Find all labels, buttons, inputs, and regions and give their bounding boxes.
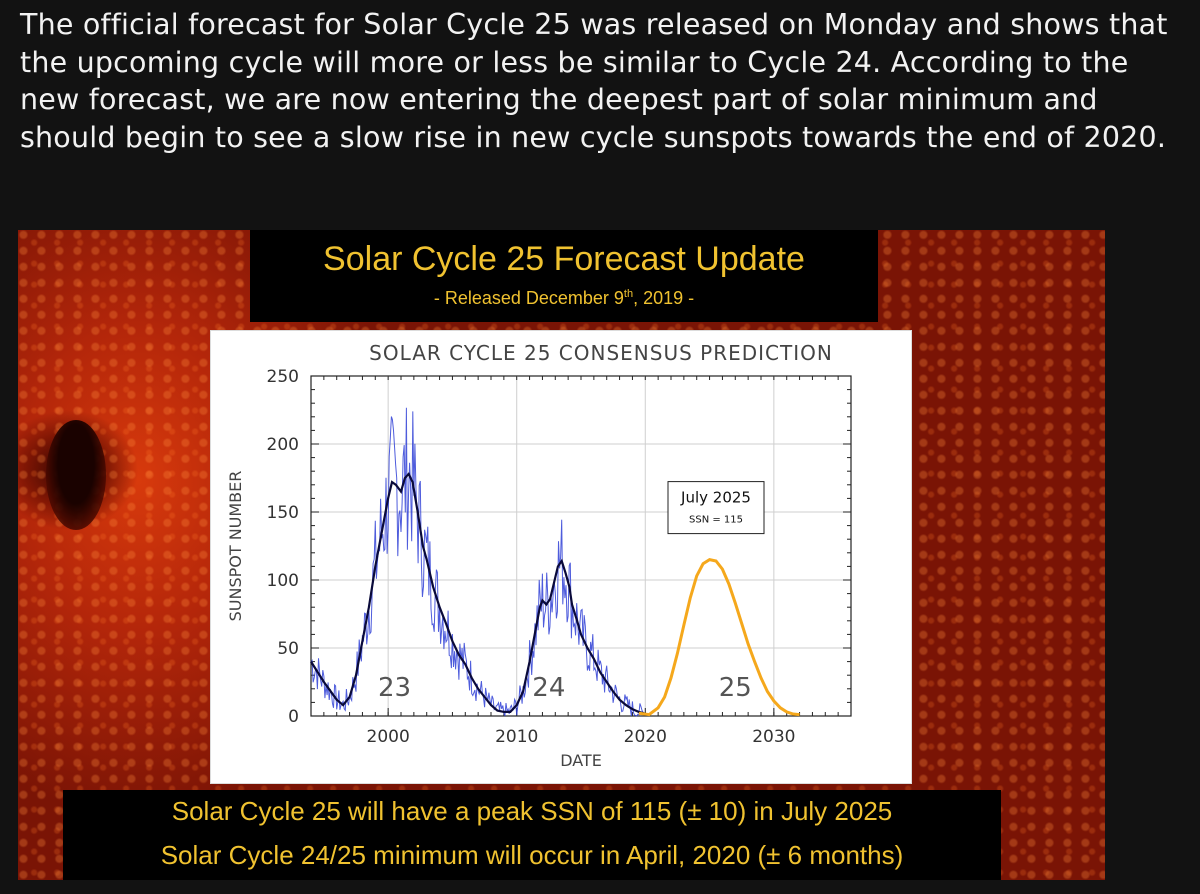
y-tick-label: 100: [267, 571, 299, 591]
chart-title: SOLAR CYCLE 25 CONSENSUS PREDICTION: [369, 341, 833, 365]
cycle25-prediction-line: [638, 558, 800, 717]
smoothed-ssn-line: [310, 471, 645, 715]
plot-frame: [310, 375, 852, 717]
sunspot-image: [46, 420, 106, 530]
footer-banner: Solar Cycle 25 will have a peak SSN of 1…: [63, 790, 1001, 880]
x-tick-label: 2030: [752, 727, 795, 747]
observed-ssn-line: [310, 407, 644, 717]
cycle-label: 24: [532, 673, 565, 703]
sunspot-chart: 0 50 100 150 200 250 2000 2010 2020 2030 SOLAR CYC…: [226, 341, 852, 770]
peak-annotation-title: July 2025: [680, 489, 751, 507]
x-axis-label: DATE: [560, 751, 602, 770]
x-tick-label: 2000: [367, 727, 410, 747]
subtitle-date: - Released December 9: [433, 288, 624, 308]
cycle-label: 23: [378, 673, 411, 703]
y-tick-label: 250: [267, 367, 299, 387]
title-banner: Solar Cycle 25 Forecast Update - Release…: [250, 230, 878, 322]
sun-background: Solar Cycle 25 Forecast Update - Release…: [18, 230, 1105, 880]
x-tick-label: 2020: [624, 727, 667, 747]
y-tick-label: 50: [277, 639, 299, 659]
chart-panel: 0 50 100 150 200 250 2000 2010 2020 2030 SOLAR CYC…: [210, 330, 912, 784]
post-text: The official forecast for Solar Cycle 25…: [20, 8, 1168, 154]
subtitle-ordinal: th: [623, 288, 634, 300]
y-tick-label: 200: [267, 435, 299, 455]
graphic-title: Solar Cycle 25 Forecast Update: [323, 240, 805, 278]
subtitle-year: , 2019 -: [633, 288, 695, 308]
footer-minimum-statement: Solar Cycle 24/25 minimum will occur in …: [160, 840, 904, 870]
cycle-label: 25: [719, 673, 752, 703]
y-tick-label: 150: [267, 503, 299, 523]
x-tick-label: 2010: [495, 727, 538, 747]
y-axis-label: SUNSPOT NUMBER: [226, 471, 245, 622]
peak-annotation-box: [667, 481, 765, 535]
peak-annotation-detail: SSN = 115: [689, 515, 743, 526]
y-tick-label: 0: [288, 707, 299, 727]
graphic-subtitle: - Released December 9th, 2019 -: [250, 288, 878, 309]
footer-peak-statement: Solar Cycle 25 will have a peak SSN of 1…: [171, 796, 893, 826]
